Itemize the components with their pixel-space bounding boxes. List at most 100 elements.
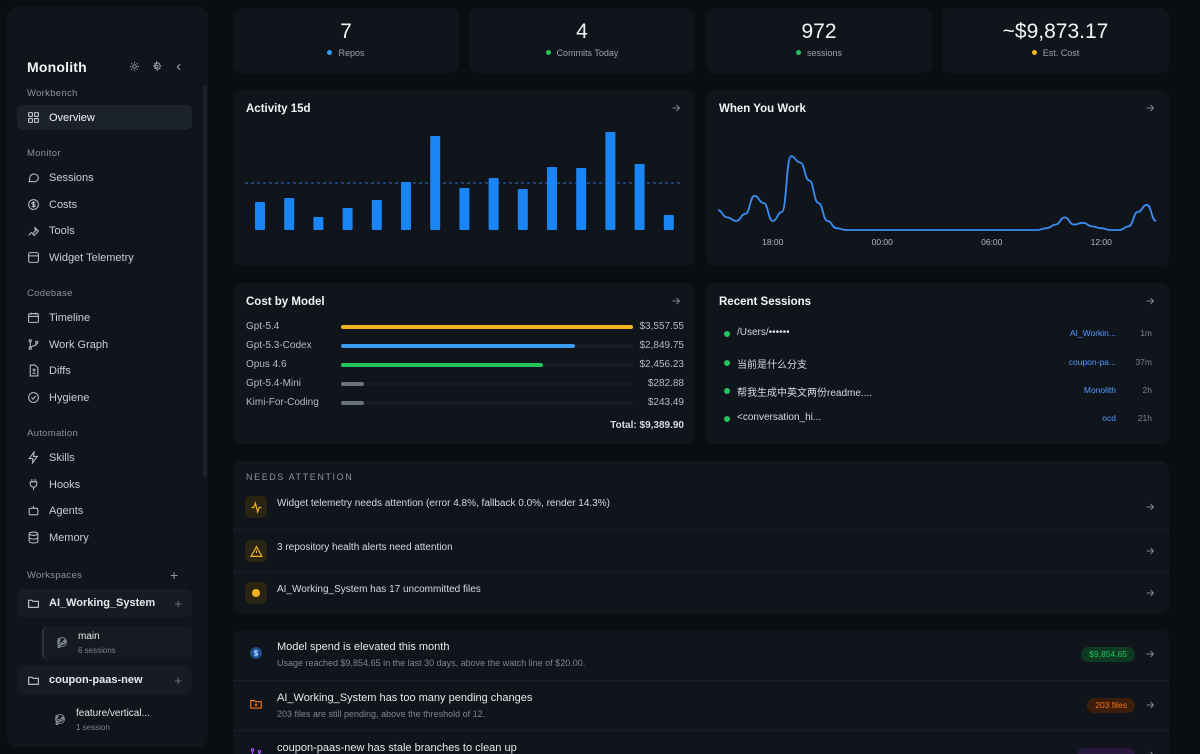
sidebar-item-hygiene[interactable]: Hygiene [17,385,192,410]
dollar-circle-icon [250,647,262,659]
attention-row[interactable]: 3 repository health alerts need attentio… [233,529,1169,572]
cost-value: $3,557.55 [639,321,685,332]
activity-bar[interactable] [605,132,616,230]
attention-row[interactable]: Widget telemetry needs attention (error … [233,486,1169,529]
sidebar-item-work-graph[interactable]: Work Graph [17,332,192,357]
status-dot [327,50,333,55]
activity-bar[interactable] [663,215,674,230]
model-label: Gpt-5.3-Codex [246,340,312,351]
sidebar-item-widget-telemetry[interactable]: Widget Telemetry [17,245,192,270]
sidebar-scrollbar[interactable] [203,85,207,477]
workspace-coupon-paas-new[interactable]: coupon-paas-new + [17,666,192,694]
branch-session-count: 6 sessions [78,646,116,655]
arrow-right-icon[interactable] [670,102,682,114]
workspace-ai-working-system[interactable]: AI_Working_System + [17,589,192,617]
cost-value: $243.49 [647,397,684,408]
arrow-right-icon[interactable] [1144,648,1156,660]
activity-bar[interactable] [547,167,557,230]
session-row[interactable]: /Users/•••••• AI_Workin... 1m [719,326,1156,342]
stat-card-commits[interactable]: 4 Commits Today [469,8,695,73]
sidebar-item-timeline[interactable]: Timeline [17,305,192,330]
status-dot [1031,50,1037,55]
check-circle-icon [57,637,67,647]
sidebar-item-memory[interactable]: Memory [17,525,192,550]
cost-bar-track [341,344,633,348]
branch-feature-vertical[interactable]: feature/vertical... 1 session [42,703,192,737]
status-dot [724,360,730,366]
stat-value: ~$9,873.17 [1002,20,1109,43]
database-icon [28,531,39,544]
sidebar-item-costs[interactable]: Costs [17,192,192,217]
arrow-right-icon[interactable] [1144,699,1156,711]
insight-row[interactable]: coupon-paas-new has stale branches to cl… [233,730,1169,754]
sidebar-item-agents[interactable]: Agents [17,498,192,523]
sidebar-item-sessions[interactable]: Sessions [17,165,192,190]
arrow-right-icon[interactable] [1144,295,1156,307]
attention-row[interactable]: AI_Working_System has 17 uncommitted fil… [233,571,1169,614]
sun-icon[interactable] [128,60,141,73]
insight-row[interactable]: AI_Working_System has too many pending c… [233,680,1169,730]
activity-bar[interactable] [634,164,645,230]
arrow-right-icon[interactable] [1144,501,1156,513]
insight-row[interactable]: Model spend is elevated this month Usage… [233,630,1169,680]
cost-bar[interactable] [341,344,575,348]
stat-label: Repos [338,48,365,58]
sidebar-item-hooks[interactable]: Hooks [17,472,192,497]
section-codebase: Codebase [27,288,73,299]
card-title: Cost by Model [246,296,325,308]
cost-value: $2,849.75 [639,340,685,351]
cost-bar[interactable] [341,325,633,329]
model-label: Opus 4.6 [246,359,287,370]
stat-card-sessions[interactable]: 972 sessions [706,8,932,73]
cost-bar-track [341,401,633,405]
sidebar-item-label: Hooks [49,478,81,491]
session-time: 21h [1137,413,1152,423]
sidebar-item-tools[interactable]: Tools [17,218,192,243]
session-project: ocd [1102,413,1116,423]
app-brand: Monolith [27,59,87,75]
sidebar-item-diffs[interactable]: Diffs [17,358,192,383]
session-time: 37m [1135,357,1152,367]
branch-name: feature/vertical... [76,708,150,719]
session-row[interactable]: 当前是什么分支 coupon-pa... 37m [719,355,1156,371]
activity-bar[interactable] [430,136,441,230]
stat-card-repos[interactable]: 7 Repos [233,8,459,73]
session-row[interactable]: 帮我生成中英文两份readme.... Monolith 2h [719,383,1156,399]
insight-subtitle: Usage reached $9,854.65 in the last 30 d… [277,658,586,668]
activity-bar[interactable] [342,208,353,230]
branch-main[interactable]: main 6 sessions [42,626,192,660]
section-workbench: Workbench [27,88,78,99]
arrow-right-icon[interactable] [1144,545,1156,557]
sidebar-item-overview[interactable]: Overview [17,105,192,130]
activity-bar[interactable] [517,189,528,230]
session-project: coupon-pa... [1068,357,1116,367]
activity-bar[interactable] [255,202,265,230]
arrow-right-icon[interactable] [670,295,682,307]
section-monitor: Monitor [27,148,61,159]
card-title: When You Work [719,103,806,115]
activity-bar[interactable] [459,188,470,230]
activity-bar[interactable] [284,198,295,230]
gear-icon[interactable] [150,60,163,73]
add-session-button[interactable]: + [174,596,182,611]
cost-bar[interactable] [341,401,365,405]
stat-card-cost[interactable]: ~$9,873.17 Est. Cost [942,8,1169,73]
add-session-button[interactable]: + [174,673,182,688]
arrow-right-icon[interactable] [1144,749,1156,754]
activity-bar[interactable] [488,178,499,230]
add-workspace-button[interactable]: + [170,567,179,583]
collapse-sidebar-icon[interactable] [172,60,185,73]
status-dot [724,388,730,394]
activity-bar[interactable] [401,182,411,230]
session-row[interactable]: <conversation_hi... ocd 21h [719,411,1156,427]
folder-git-icon [28,599,39,608]
sidebar-item-label: Costs [49,198,78,211]
arrow-right-icon[interactable] [1144,102,1156,114]
cost-bar[interactable] [341,363,543,367]
activity-bar[interactable] [576,168,587,230]
activity-bar[interactable] [313,217,324,230]
activity-bar[interactable] [371,200,382,230]
arrow-right-icon[interactable] [1144,587,1156,599]
sidebar-item-skills[interactable]: Skills [17,445,192,470]
cost-bar[interactable] [341,382,365,386]
